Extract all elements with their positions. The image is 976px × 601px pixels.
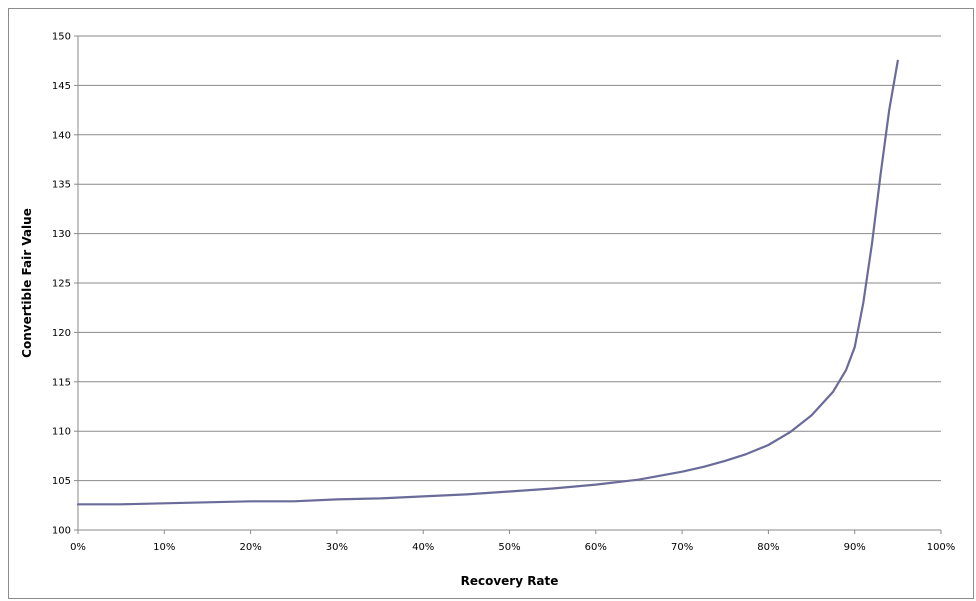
x-tick-label: 70%	[671, 542, 693, 553]
y-tick-label: 100	[52, 526, 71, 537]
y-tick-label: 105	[52, 476, 71, 487]
x-tick-label: 40%	[412, 542, 434, 553]
y-tick-label: 150	[52, 32, 71, 43]
x-tick-label: 20%	[239, 542, 261, 553]
y-tick-label: 110	[52, 427, 71, 438]
y-tick-label: 120	[52, 328, 71, 339]
x-tick-label: 50%	[498, 542, 520, 553]
x-tick-label: 0%	[70, 542, 86, 553]
tick-labels: 100 105 110 115 120 125 130 135 140 145 150 0% 10% 20…	[52, 32, 955, 554]
x-tick-label: 30%	[326, 542, 348, 553]
x-tick-label: 80%	[757, 542, 779, 553]
gridlines	[78, 35, 941, 531]
y-tick-label: 125	[52, 279, 71, 290]
line-chart: 100 105 110 115 120 125 130 135 140 145 150 0% 10% 20…	[20, 32, 955, 589]
y-tick-label: 135	[52, 180, 71, 191]
series-line-0	[76, 59, 899, 506]
x-tick-label: 60%	[585, 542, 607, 553]
series-lines	[76, 59, 899, 506]
y-tick-label: 115	[52, 377, 71, 388]
x-tick-label: 10%	[153, 542, 175, 553]
y-tick-label: 130	[52, 229, 71, 240]
y-axis-title: Convertible Fair Value	[20, 208, 34, 358]
axes	[74, 35, 942, 534]
y-tick-label: 145	[52, 81, 71, 92]
x-tick-label: 100%	[927, 542, 956, 553]
chart-frame: 100 105 110 115 120 125 130 135 140 145 150 0% 10% 20…	[8, 8, 974, 599]
x-tick-label: 90%	[844, 542, 866, 553]
x-axis-title: Recovery Rate	[461, 574, 559, 588]
y-tick-label: 140	[52, 130, 71, 141]
